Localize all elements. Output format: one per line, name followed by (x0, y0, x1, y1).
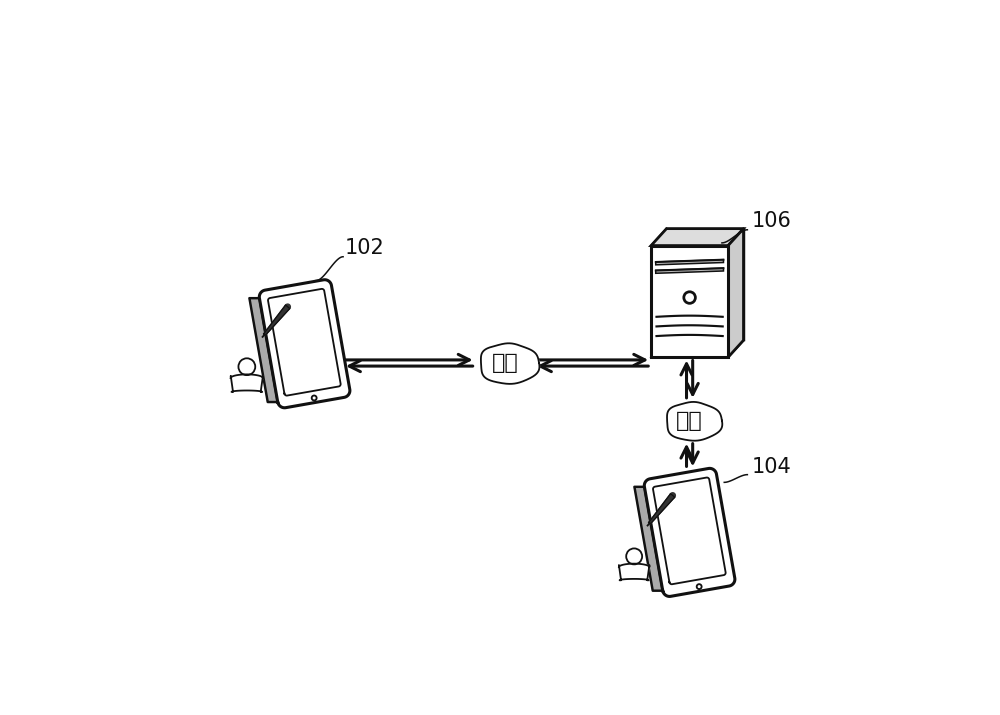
Text: 网络: 网络 (491, 353, 518, 373)
Circle shape (285, 304, 290, 310)
Polygon shape (619, 563, 649, 581)
Circle shape (670, 493, 675, 498)
Polygon shape (656, 268, 723, 273)
Polygon shape (268, 289, 341, 395)
Polygon shape (651, 245, 728, 358)
Text: 104: 104 (751, 457, 791, 477)
Polygon shape (644, 468, 735, 596)
Polygon shape (231, 375, 263, 392)
Polygon shape (651, 229, 744, 245)
Polygon shape (656, 260, 723, 265)
Polygon shape (481, 343, 539, 384)
Text: 102: 102 (345, 237, 384, 257)
Text: 网络: 网络 (676, 410, 703, 430)
Polygon shape (667, 402, 722, 440)
Text: 106: 106 (751, 210, 791, 230)
Polygon shape (728, 229, 744, 358)
Polygon shape (249, 298, 278, 402)
Polygon shape (634, 487, 663, 591)
Polygon shape (649, 494, 675, 524)
Polygon shape (264, 305, 290, 335)
Polygon shape (666, 229, 744, 340)
Polygon shape (653, 478, 726, 584)
Polygon shape (259, 280, 350, 408)
